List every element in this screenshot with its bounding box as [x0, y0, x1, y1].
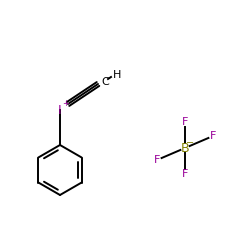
- Text: B: B: [181, 142, 189, 154]
- Text: F: F: [154, 155, 160, 165]
- Text: +: +: [62, 100, 70, 108]
- Text: I: I: [58, 104, 62, 117]
- Text: −: −: [186, 138, 194, 148]
- Text: F: F: [182, 117, 188, 127]
- Text: F: F: [210, 131, 216, 141]
- Text: C: C: [101, 77, 109, 87]
- Text: F: F: [182, 169, 188, 179]
- Text: H: H: [113, 70, 122, 80]
